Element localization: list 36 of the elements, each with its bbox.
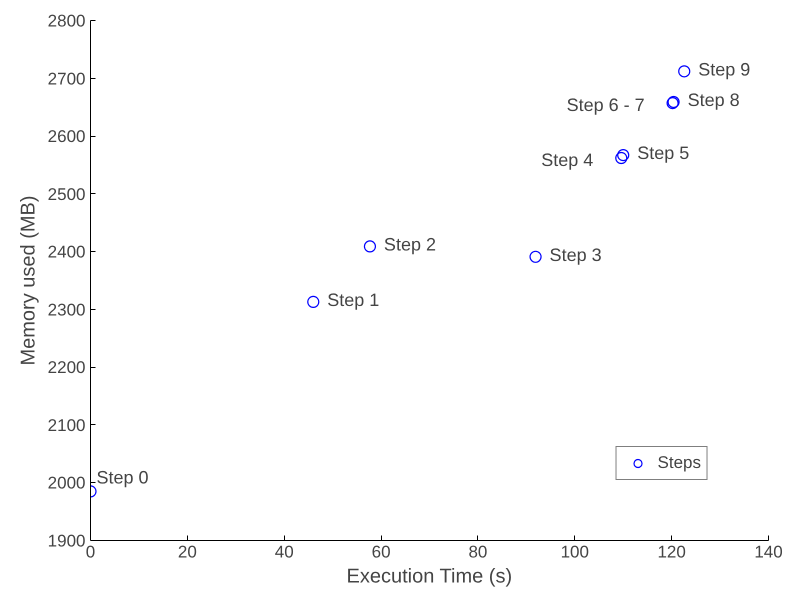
annotation: Step 2 — [384, 234, 436, 254]
y-axis-title: Memory used (MB) — [18, 195, 40, 366]
point — [615, 152, 628, 164]
x-tick-label: 20 — [178, 542, 197, 562]
y-tick-label: 1900 — [48, 532, 86, 550]
annotation: Step 6 - 7 — [566, 95, 645, 116]
y-tick-label: 2500 — [48, 184, 86, 204]
y-tick-label: 2400 — [48, 242, 86, 262]
annotation: Step 9 — [698, 59, 750, 80]
y-tick-label: 2000 — [48, 474, 86, 493]
y-tick-label: 2700 — [48, 69, 86, 88]
annotation: Step 4 — [541, 150, 594, 170]
x-tick-label: 60 — [372, 542, 391, 562]
y-tick-label: 2100 — [48, 416, 86, 435]
x-tick-label: 140 — [754, 542, 783, 562]
annotation: Step 8 — [688, 90, 740, 110]
y-tick-label: 2800 — [48, 12, 86, 30]
x-tick-label: 120 — [657, 542, 686, 562]
point — [307, 296, 320, 308]
point — [529, 250, 542, 263]
point — [364, 240, 376, 252]
y-tick-label: 2300 — [48, 300, 86, 320]
point — [617, 149, 630, 162]
x-tick-label: 0 — [86, 542, 96, 562]
x-tick-label: 40 — [274, 542, 294, 562]
x-tick-label: 80 — [468, 542, 488, 562]
legend-label: Steps — [658, 453, 701, 473]
annotation: Step 1 — [327, 290, 380, 310]
x-tick-label: 100 — [560, 542, 589, 562]
annotation: Step 5 — [637, 143, 690, 164]
y-tick-label: 2600 — [48, 127, 86, 146]
annotation: Step 0 — [96, 467, 149, 488]
annotation: Step 3 — [550, 244, 602, 265]
y-tick-label: 2200 — [48, 358, 86, 378]
point — [678, 65, 690, 78]
x-axis-title: Execution Time (s) — [346, 566, 512, 588]
